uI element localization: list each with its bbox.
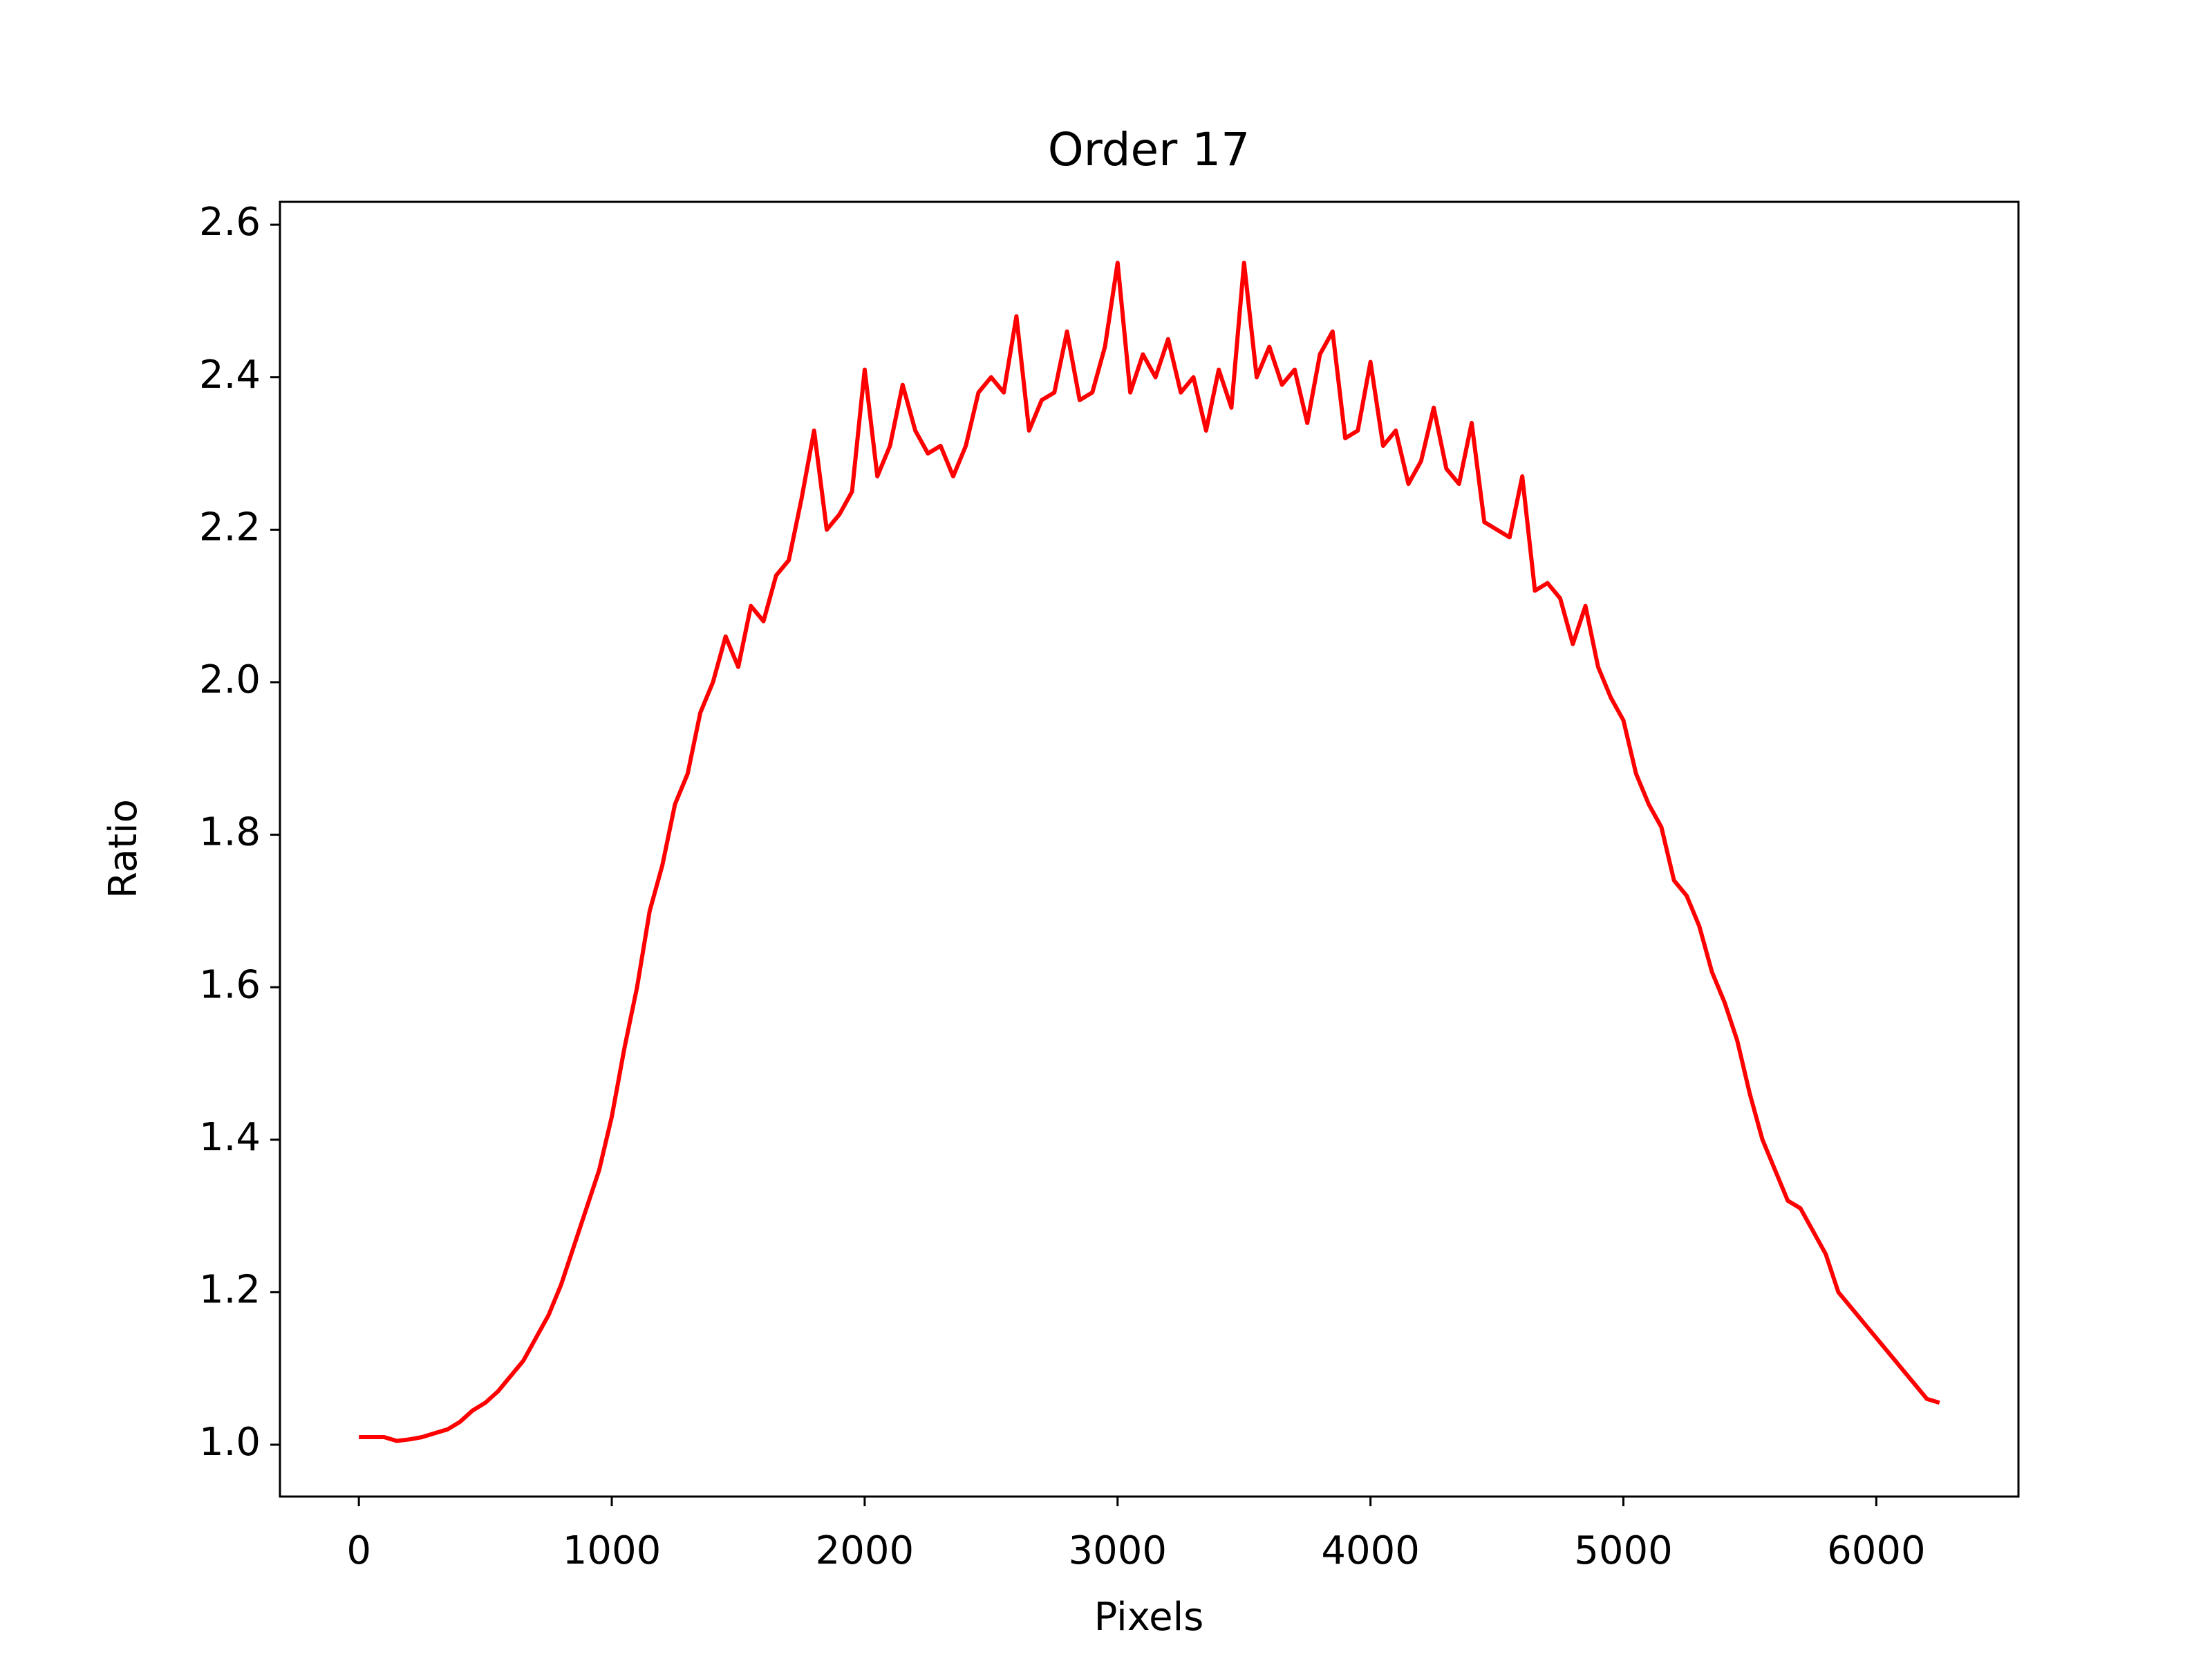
x-tick-label: 2000 <box>816 1528 915 1573</box>
x-axis-label: Pixels <box>1094 1595 1204 1640</box>
y-axis-label: Ratio <box>101 799 146 899</box>
y-tick-label: 1.0 <box>199 1420 261 1465</box>
x-tick-label: 6000 <box>1827 1528 1926 1573</box>
x-tick-label: 3000 <box>1069 1528 1168 1573</box>
y-tick-label: 2.6 <box>199 200 261 245</box>
x-tick-label: 0 <box>346 1528 371 1573</box>
y-tick-label: 1.2 <box>199 1268 261 1313</box>
y-tick-label: 2.0 <box>199 657 261 702</box>
x-tick-label: 1000 <box>563 1528 662 1573</box>
data-line <box>359 261 1940 1443</box>
y-tick-label: 1.4 <box>199 1115 261 1160</box>
y-tick-label: 1.6 <box>199 962 261 1007</box>
chart-title: Order 17 <box>1048 123 1250 176</box>
plot-frame <box>279 200 2020 1498</box>
x-tick-label: 5000 <box>1574 1528 1673 1573</box>
y-tick-label: 2.4 <box>199 353 261 397</box>
y-tick-label: 2.2 <box>199 505 261 550</box>
y-tick-label: 1.8 <box>199 810 261 855</box>
x-tick-label: 4000 <box>1321 1528 1420 1573</box>
